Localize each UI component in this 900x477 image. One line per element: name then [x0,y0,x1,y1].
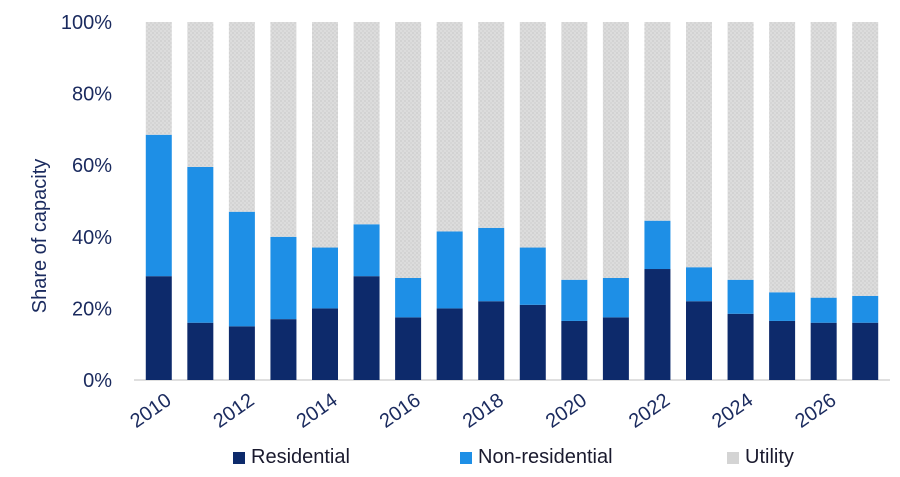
x-tick-label: 2022 [625,389,674,433]
bar-utility-2023 [686,22,712,268]
bar-non-residential-2014 [312,247,338,309]
x-tick-label: 2012 [209,389,258,433]
bar-non-residential-2010 [145,134,172,277]
bar-residential-2020 [561,320,588,380]
bar-residential-2024 [727,313,754,380]
legend-swatch-non-residential [460,451,472,464]
bar-non-residential-2024 [727,279,754,314]
legend: Residential Non-residential Utility [0,446,900,474]
y-axis-label: Share of capacity [29,159,51,314]
x-tick-label: 2014 [293,389,342,433]
x-tick-label: 2018 [459,389,508,433]
bar-utility-2027 [852,22,879,296]
x-tick-label: 2016 [376,389,425,433]
bar-non-residential-2022 [644,220,671,270]
x-tick-label: 2010 [126,389,175,433]
bar-non-residential-2016 [395,277,422,318]
bar-residential-2010 [145,276,172,380]
bar-non-residential-2015 [353,224,380,277]
legend-item-non-residential: Non-residential [460,446,613,469]
bar-non-residential-2025 [769,292,796,321]
bar-non-residential-2019 [519,247,546,305]
y-tick-label: 100% [61,12,112,34]
bar-utility-2024 [727,22,754,280]
bar-non-residential-2020 [561,279,588,321]
bar-utility-2011 [187,22,214,167]
bar-utility-2016 [395,22,422,278]
x-tick-label: 2020 [542,389,591,433]
bar-residential-2016 [395,317,422,380]
bar-non-residential-2018 [478,227,505,302]
bar-utility-2020 [561,22,588,280]
bar-utility-2019 [519,22,546,248]
bar-residential-2019 [519,304,546,380]
y-tick-label: 0% [83,370,112,392]
bar-non-residential-2011 [187,166,214,323]
bar-non-residential-2021 [602,277,629,318]
bar-utility-2021 [602,22,629,278]
legend-label-non-residential: Non-residential [478,446,613,468]
bar-residential-2022 [644,269,671,380]
bar-residential-2011 [187,322,214,380]
bar-non-residential-2026 [810,297,837,323]
bar-utility-2014 [312,22,338,248]
bar-non-residential-2027 [852,295,879,323]
y-tick-label: 20% [72,298,112,320]
bar-utility-2010 [145,22,172,135]
bar-residential-2021 [602,317,629,380]
bar-residential-2027 [852,322,879,380]
bar-residential-2013 [270,319,297,380]
bar-non-residential-2012 [228,211,255,327]
bar-utility-2018 [478,22,505,228]
bar-utility-2013 [270,22,297,237]
bar-residential-2025 [769,320,796,380]
y-tick-label: 80% [72,84,112,106]
bar-utility-2022 [644,22,671,221]
bar-residential-2012 [228,326,255,380]
bar-residential-2014 [312,308,338,380]
legend-label-residential: Residential [251,446,350,468]
legend-swatch-residential [233,451,245,464]
legend-item-utility: Utility [727,446,794,469]
bar-residential-2017 [436,308,463,380]
legend-item-residential: Residential [233,446,350,469]
legend-label-utility: Utility [745,446,794,468]
y-tick-label: 60% [72,155,112,177]
x-tick-label: 2026 [791,389,840,433]
bar-residential-2018 [478,301,505,380]
legend-swatch-utility [727,451,739,464]
x-tick-label: 2024 [708,389,757,433]
bar-residential-2023 [686,301,712,380]
bar-utility-2026 [810,22,837,298]
bar-residential-2015 [353,276,380,380]
y-tick-label: 40% [72,227,112,249]
bar-utility-2012 [228,22,255,212]
bar-non-residential-2017 [436,231,463,309]
bar-non-residential-2013 [270,236,297,320]
bar-utility-2015 [353,22,380,225]
bar-utility-2017 [436,22,463,232]
bar-non-residential-2023 [686,267,712,302]
bar-residential-2026 [810,322,837,380]
bar-utility-2025 [769,22,796,293]
